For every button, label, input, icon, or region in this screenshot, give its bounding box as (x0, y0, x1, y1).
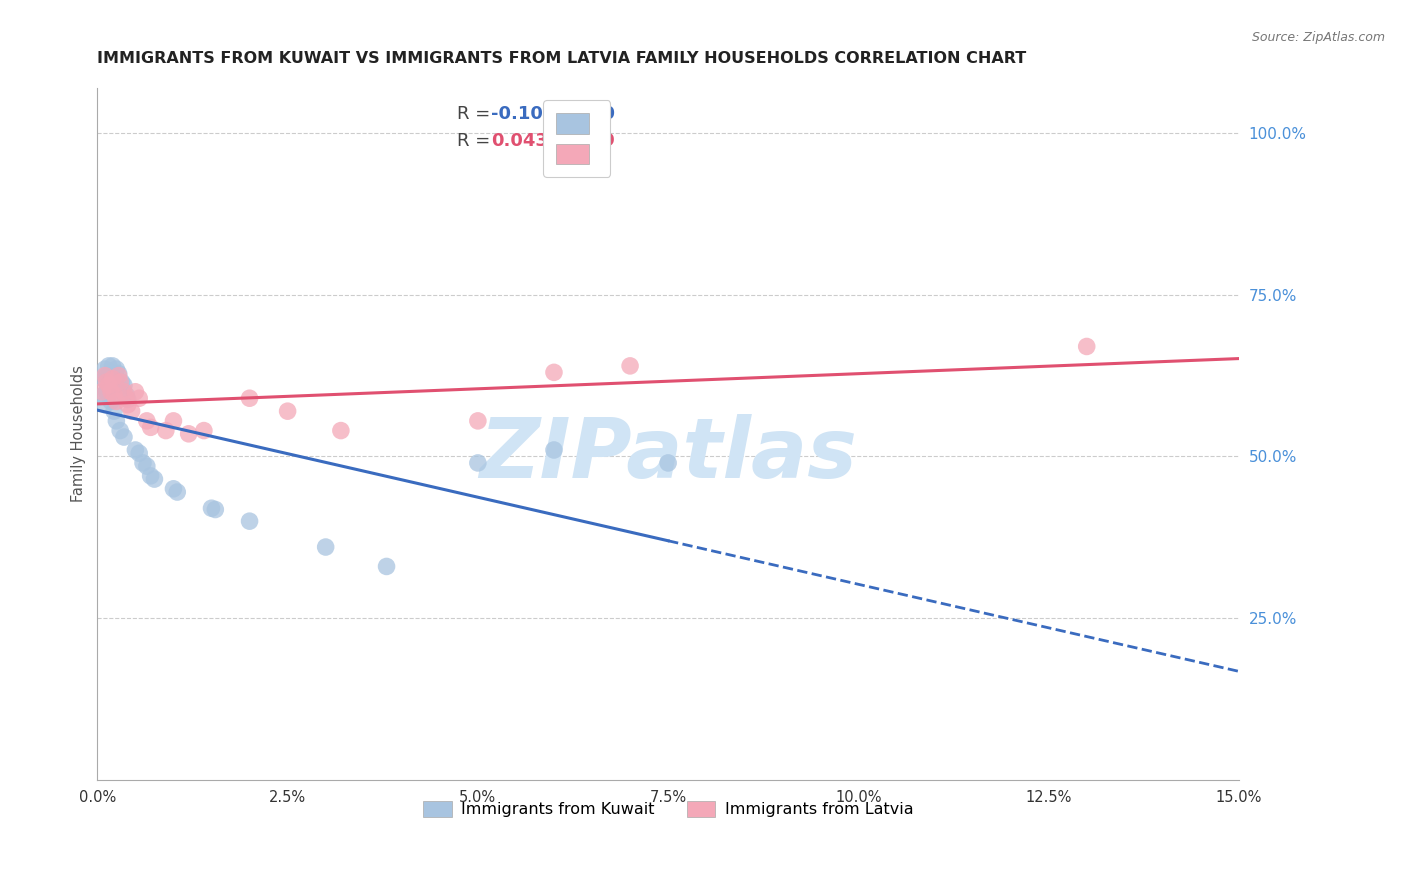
Point (105, 375, 128, 389)
Point (467, 414, 489, 428)
Point (375, 559, 398, 574)
Text: 0.043: 0.043 (491, 132, 548, 150)
Point (111, 375, 134, 389)
Text: Source: ZipAtlas.com: Source: ZipAtlas.com (1251, 31, 1385, 45)
Point (98, 368, 121, 383)
Point (93, 388, 115, 402)
Point (115, 391, 138, 405)
Point (277, 404, 299, 418)
Text: R =: R = (457, 132, 496, 150)
Point (128, 391, 150, 405)
Y-axis label: Family Households: Family Households (72, 366, 86, 502)
Text: N =: N = (560, 105, 600, 123)
Point (135, 459, 157, 474)
Legend: Immigrants from Kuwait, Immigrants from Latvia: Immigrants from Kuwait, Immigrants from … (416, 795, 920, 824)
Point (94, 362, 117, 376)
Point (238, 514, 260, 528)
Point (543, 442, 565, 457)
Point (107, 367, 129, 381)
Point (124, 384, 146, 399)
Point (204, 502, 226, 516)
Point (467, 456, 489, 470)
Point (96, 368, 118, 383)
Point (112, 430, 135, 444)
Point (97, 378, 120, 392)
Point (1076, 339, 1098, 353)
Point (135, 414, 157, 428)
Point (103, 372, 125, 386)
Point (108, 375, 131, 389)
Point (117, 398, 139, 412)
Text: R =: R = (457, 105, 496, 123)
Point (103, 388, 125, 402)
Point (619, 359, 641, 373)
Point (97, 359, 120, 373)
Point (162, 482, 184, 496)
Text: N =: N = (560, 132, 600, 150)
Text: 40: 40 (591, 105, 616, 123)
Point (108, 382, 131, 396)
Point (162, 414, 184, 428)
Point (101, 372, 124, 386)
Point (105, 394, 128, 409)
Point (115, 388, 138, 402)
Point (238, 391, 260, 405)
Point (132, 456, 155, 470)
Text: ZIPatlas: ZIPatlas (479, 414, 858, 495)
Point (329, 424, 352, 438)
Point (101, 359, 124, 373)
Point (96, 375, 118, 389)
Point (139, 468, 162, 483)
Point (315, 540, 337, 554)
Point (105, 414, 128, 428)
Point (107, 368, 129, 383)
Point (143, 472, 166, 486)
Point (105, 362, 128, 376)
Point (124, 442, 146, 457)
Point (90, 384, 112, 399)
Text: 29: 29 (591, 132, 616, 150)
Point (112, 384, 135, 399)
Point (193, 424, 215, 438)
Text: IMMIGRANTS FROM KUWAIT VS IMMIGRANTS FROM LATVIA FAMILY HOUSEHOLDS CORRELATION C: IMMIGRANTS FROM KUWAIT VS IMMIGRANTS FRO… (97, 51, 1026, 66)
Point (108, 424, 131, 438)
Text: -0.108: -0.108 (491, 105, 555, 123)
Point (96, 384, 118, 399)
Point (543, 365, 565, 379)
Point (155, 424, 177, 438)
Point (128, 446, 150, 460)
Point (657, 456, 679, 470)
Point (100, 394, 122, 409)
Point (121, 404, 143, 418)
Point (200, 501, 222, 516)
Point (100, 365, 122, 379)
Point (100, 384, 122, 399)
Point (166, 485, 188, 500)
Point (103, 404, 125, 418)
Point (93, 372, 115, 386)
Point (112, 378, 135, 392)
Point (94, 398, 117, 412)
Point (117, 392, 139, 407)
Point (97, 388, 120, 402)
Point (139, 420, 162, 434)
Point (94, 368, 117, 383)
Point (177, 426, 200, 441)
